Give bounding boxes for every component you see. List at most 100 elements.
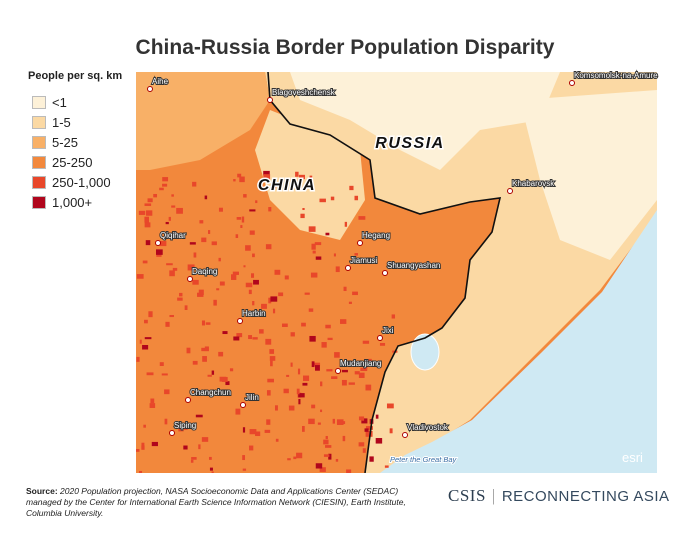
dense-patch xyxy=(233,336,240,341)
dense-patch xyxy=(344,362,350,367)
legend-label: 25-250 xyxy=(52,154,93,170)
dense-patch xyxy=(265,244,272,250)
dense-patch xyxy=(136,356,140,362)
legend-label: 5-25 xyxy=(52,134,79,150)
dense-patch xyxy=(326,369,333,372)
logo-left: CSIS xyxy=(448,486,486,505)
dense-patch xyxy=(208,230,211,234)
dense-patch xyxy=(198,444,201,450)
dense-patch xyxy=(354,253,358,256)
dense-patch xyxy=(384,465,389,468)
dense-patch xyxy=(323,454,330,457)
logo: CSIS | RECONNECTING ASIA xyxy=(448,486,670,505)
dense-patch xyxy=(379,343,386,346)
dense-patch xyxy=(348,382,355,385)
dense-patch xyxy=(249,429,257,435)
dense-patch xyxy=(219,281,225,286)
dense-patch xyxy=(346,469,352,473)
dense-patch xyxy=(142,260,148,264)
dense-patch xyxy=(201,320,206,326)
dense-patch xyxy=(202,356,207,362)
dense-patch xyxy=(218,207,223,212)
dense-patch xyxy=(144,337,152,340)
dense-patch xyxy=(263,170,270,176)
dense-patch xyxy=(354,195,359,201)
dense-patch xyxy=(242,427,246,433)
dense-patch xyxy=(287,458,291,461)
dense-patch xyxy=(213,299,217,306)
dense-patch xyxy=(211,241,217,246)
dense-patch xyxy=(266,390,271,396)
dense-patch xyxy=(348,301,352,304)
dense-patch xyxy=(335,266,340,273)
source: Source: 2020 Population projection, NASA… xyxy=(26,486,426,519)
dense-patch xyxy=(358,216,366,220)
dense-patch xyxy=(251,273,255,278)
dense-patch xyxy=(313,362,321,366)
dense-patch xyxy=(275,438,279,442)
dense-patch xyxy=(229,368,234,372)
dense-patch xyxy=(232,271,239,275)
dense-patch xyxy=(145,240,151,246)
dense-patch xyxy=(240,225,243,228)
dense-patch xyxy=(191,457,197,460)
dense-patch xyxy=(165,321,170,327)
dense-patch xyxy=(319,467,326,472)
dense-patch xyxy=(150,398,155,404)
dense-patch xyxy=(242,455,246,461)
dense-patch xyxy=(139,339,142,344)
dense-patch xyxy=(148,311,153,318)
dense-patch xyxy=(302,382,308,386)
dense-patch xyxy=(218,351,224,357)
dense-patch xyxy=(303,375,310,381)
dense-patch xyxy=(249,230,255,235)
dense-patch xyxy=(321,342,327,348)
city-marker xyxy=(569,80,575,86)
dense-patch xyxy=(142,344,149,350)
dense-patch xyxy=(252,337,258,340)
dense-patch xyxy=(162,183,168,187)
dense-patch xyxy=(231,274,237,280)
dense-patch xyxy=(201,437,209,442)
dense-patch xyxy=(365,384,372,391)
dense-patch xyxy=(310,272,318,278)
dense-patch xyxy=(342,421,346,425)
dense-patch xyxy=(301,322,306,327)
dense-patch xyxy=(177,297,183,301)
dense-patch xyxy=(159,362,164,366)
dense-patch xyxy=(268,207,272,212)
dense-patch xyxy=(352,291,358,296)
sea xyxy=(380,210,657,473)
dense-patch xyxy=(211,370,215,375)
dense-patch xyxy=(241,216,245,223)
dense-patch xyxy=(192,360,198,365)
legend-item: 250-1,000 xyxy=(32,172,111,192)
dense-patch xyxy=(186,347,191,354)
dense-patch xyxy=(386,403,394,409)
city-marker xyxy=(335,368,341,374)
dense-patch xyxy=(369,456,374,462)
dense-patch xyxy=(235,408,241,415)
country-label: CHINA xyxy=(258,177,316,194)
dense-patch xyxy=(207,374,212,377)
water-label: Peter the Great Bay xyxy=(390,455,458,464)
city-marker xyxy=(382,270,388,276)
dense-patch xyxy=(309,335,316,342)
legend-item: 1-5 xyxy=(32,112,111,132)
dense-patch xyxy=(335,458,339,462)
city-label: Hegang xyxy=(362,231,390,240)
legend-item: <1 xyxy=(32,92,111,112)
dense-patch xyxy=(156,249,163,255)
dense-patch xyxy=(171,205,176,208)
dense-patch xyxy=(361,418,368,424)
dense-patch xyxy=(243,265,246,268)
dense-patch xyxy=(278,292,284,297)
dense-patch xyxy=(332,418,335,424)
city-label: Komsomolsk-na-Amure xyxy=(574,71,658,80)
dense-patch xyxy=(365,430,373,437)
dense-patch xyxy=(178,426,184,432)
dense-patch xyxy=(293,456,297,460)
dense-patch xyxy=(315,365,320,371)
